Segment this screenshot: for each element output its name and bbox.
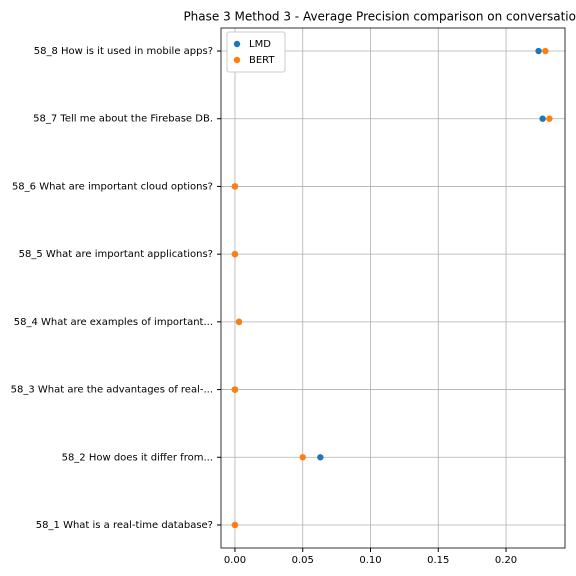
x-tick-label: 0.20 (495, 555, 517, 566)
y-tick-label: 58_2 How does it differ from... (62, 452, 213, 463)
legend-label: BERT (249, 55, 275, 66)
point (235, 318, 243, 326)
legend-box (226, 31, 286, 73)
legend-label: LMD (249, 39, 271, 50)
y-tick-label: 58_8 How is it used in mobile apps? (34, 46, 213, 57)
y-tick-label: 58_5 What are important applications? (19, 249, 213, 260)
plot-frame (220, 27, 566, 549)
point (535, 47, 542, 55)
y-tick-label: 58_7 Tell me about the Firebase DB. (33, 114, 213, 125)
point (231, 250, 239, 258)
point (546, 115, 553, 122)
x-tick-label: 0.15 (427, 555, 449, 566)
point (231, 183, 239, 190)
chart-title: Phase 3 Method 3 - Average Precision com… (183, 10, 576, 24)
y-tick-label: 58_4 What are examples of important... (14, 317, 213, 328)
x-tick-label: 0.10 (359, 555, 381, 566)
point (317, 454, 324, 461)
point (231, 521, 239, 529)
x-tick-label: 0.00 (224, 555, 246, 566)
point (299, 454, 306, 461)
point (542, 47, 549, 55)
x-tick-label: 0.05 (292, 555, 314, 566)
point (231, 386, 239, 393)
point (539, 115, 546, 122)
legend-marker (233, 40, 241, 48)
y-tick-label: 58_3 What are the advantages of real-... (11, 385, 213, 396)
y-tick-label: 58_6 What are important cloud options? (12, 181, 213, 192)
legend-marker (233, 56, 241, 64)
y-tick-label: 58_1 What is a real-time database? (36, 520, 213, 531)
